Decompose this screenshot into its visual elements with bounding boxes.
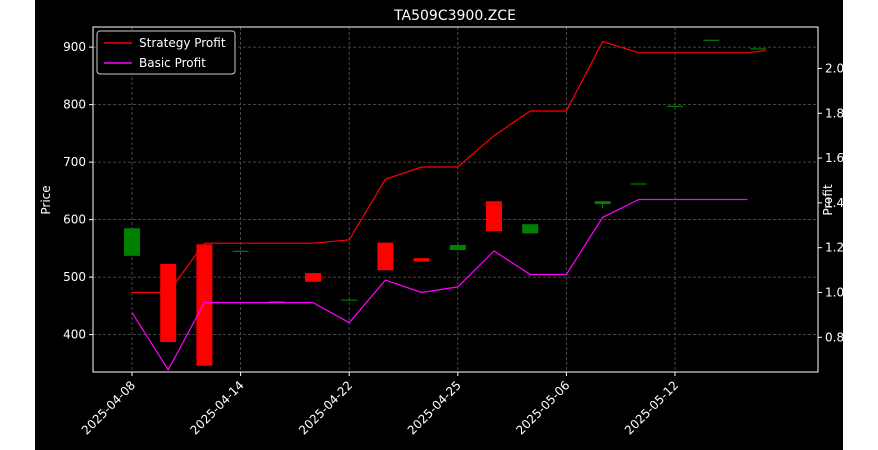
left-tick-label: 600 — [63, 213, 86, 227]
candle-down — [160, 263, 177, 343]
left-tick-label: 500 — [63, 270, 86, 284]
candle-down — [377, 242, 394, 271]
candle-up — [667, 105, 683, 107]
candle-down — [486, 201, 502, 232]
chart-figure: TA509C3900.ZCE 400 500 600 700 800 900 0.8 1.0… — [35, 0, 843, 450]
right-y-axis: 0.8 1.0 1.2 1.4 1.6 1.8 2.0 — [818, 61, 843, 344]
candle-up — [750, 48, 767, 50]
candle-up — [594, 201, 611, 205]
candle-up — [449, 244, 466, 251]
candle-up — [630, 183, 647, 185]
y-axis-label-left: Price — [39, 185, 53, 214]
candle-up — [341, 299, 358, 301]
left-tick-label: 800 — [63, 98, 86, 112]
left-y-axis: 400 500 600 700 800 900 — [63, 40, 93, 342]
candle-down — [305, 273, 321, 282]
right-tick-label: 0.8 — [825, 330, 843, 344]
right-tick-label: 1.2 — [825, 241, 843, 255]
x-tick-label: 2025-04-25 — [405, 378, 464, 437]
right-tick-label: 1.4 — [825, 196, 843, 210]
left-tick-label: 400 — [63, 328, 86, 342]
x-tick-label: 2025-04-14 — [188, 378, 247, 437]
x-tick-label: 2025-04-22 — [296, 378, 355, 437]
x-tick-label: 2025-04-08 — [79, 378, 138, 437]
right-tick-label: 2.0 — [825, 61, 843, 75]
candle-up — [522, 224, 539, 234]
legend-label-strategy-profit: Strategy Profit — [139, 36, 226, 50]
chart-title: TA509C3900.ZCE — [393, 8, 516, 24]
legend: Strategy Profit Basic Profit — [96, 30, 236, 75]
y-axis-label-right: Profit — [821, 184, 835, 216]
plot-frame — [92, 26, 819, 373]
candle-down — [196, 244, 213, 366]
profit-lines — [131, 40, 766, 371]
candlesticks — [124, 39, 767, 366]
candle-up — [124, 228, 140, 256]
right-tick-label: 1.8 — [825, 106, 843, 120]
x-axis: 2025-04-08 2025-04-14 2025-04-22 2025-04-25… — [79, 372, 681, 437]
x-tick-label: 2025-05-12 — [622, 378, 681, 437]
x-tick-label: 2025-05-06 — [513, 378, 572, 437]
right-tick-label: 1.0 — [825, 285, 843, 299]
candle-down — [413, 258, 430, 262]
candle-up — [232, 250, 249, 252]
right-tick-label: 1.6 — [825, 151, 843, 165]
grid-lines — [93, 27, 818, 372]
legend-label-basic-profit: Basic Profit — [139, 56, 206, 70]
candle-up — [703, 39, 720, 41]
left-tick-label: 900 — [63, 40, 86, 54]
chart-svg: TA509C3900.ZCE 400 500 600 700 800 900 0.8 1.0… — [39, 8, 843, 437]
candle-up — [268, 301, 285, 303]
series-line-basic-profit — [131, 198, 748, 371]
left-tick-label: 700 — [63, 155, 86, 169]
series-line-strategy-profit — [132, 40, 766, 294]
